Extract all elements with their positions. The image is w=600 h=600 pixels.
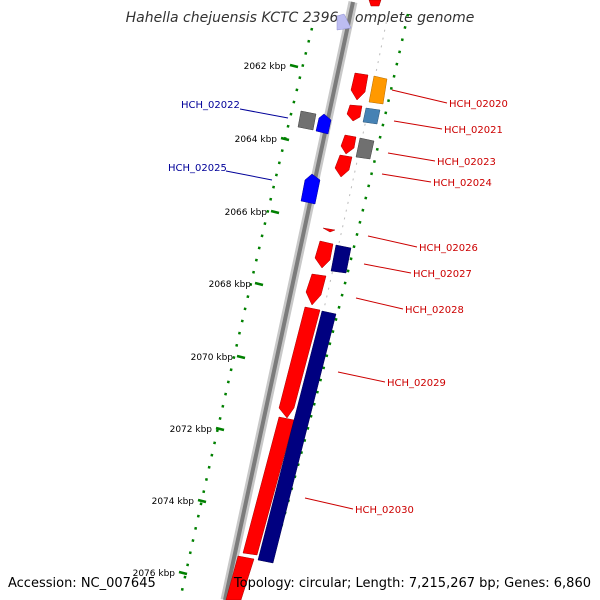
tick-label: 2070 kbp	[191, 353, 234, 363]
gene-label: HCH_02024	[433, 178, 492, 189]
gene-label: HCH_02026	[419, 243, 478, 254]
tick-mark	[197, 498, 207, 504]
tick-mark	[280, 136, 290, 142]
tick-label: 2074 kbp	[152, 497, 195, 507]
genome-backbone	[220, 1, 358, 600]
tick-mark	[270, 209, 280, 215]
label-leaders	[225, 89, 448, 510]
gene-feature-02025	[300, 173, 321, 205]
right-labels: HCH_02020 HCH_02021 HCH_02023 HCH_02024 …	[355, 99, 508, 516]
forward-genes	[225, 0, 382, 600]
gene-label: HCH_02022	[181, 100, 240, 111]
tick-mark	[178, 570, 188, 576]
gene-label: HCH_02028	[405, 305, 464, 316]
gene-feature-02023	[340, 134, 357, 155]
tick-label: 2072 kbp	[170, 425, 213, 435]
gene-feature-orange	[368, 75, 388, 105]
gene-feature	[368, 0, 382, 7]
tick-label: 2068 kbp	[209, 280, 252, 290]
gene-label: HCH_02029	[387, 378, 446, 389]
gene-feature-top-light	[336, 13, 352, 31]
gene-label: HCH_02025	[168, 163, 227, 174]
tick-guides	[178, 13, 410, 600]
gene-feature-02022	[315, 113, 332, 135]
gene-feature-navy-02029	[257, 310, 337, 564]
outer-genes	[257, 75, 388, 564]
scale-ticks: 2062 kbp 2064 kbp 2066 kbp 2068 kbp 2070 kbp…	[133, 62, 299, 579]
summary-text: Topology: circular; Length: 7,215,267 bp…	[233, 576, 591, 591]
gene-feature-02029a	[278, 306, 321, 419]
gene-label: HCH_02020	[449, 99, 508, 110]
tick-label: 2066 kbp	[225, 208, 268, 218]
left-labels: HCH_02022 HCH_02025	[168, 100, 240, 174]
tick-label: 2064 kbp	[235, 135, 278, 145]
gene-feature-02021	[346, 104, 363, 122]
tick-mark	[289, 63, 299, 69]
gene-feature-02028	[305, 273, 327, 306]
gene-feature-02027a	[314, 240, 334, 269]
gene-feature-navy-02027	[330, 244, 352, 274]
tick-mark	[254, 281, 264, 287]
reverse-genes	[297, 13, 352, 205]
gene-feature-02030a	[242, 416, 295, 556]
gene-feature-steelblue	[362, 107, 381, 125]
gene-feature-02026	[322, 227, 336, 233]
gene-label: HCH_02021	[444, 125, 503, 136]
gene-label: HCH_02030	[355, 505, 414, 516]
gene-feature-gray-left	[297, 110, 317, 131]
accession-text: Accession: NC_007645	[8, 576, 156, 591]
gene-feature-02020	[350, 72, 369, 101]
tick-mark	[215, 426, 225, 432]
tick-mark	[236, 354, 246, 360]
gene-label: HCH_02023	[437, 157, 496, 168]
map-title: Hahella chejuensis KCTC 2396, complete g…	[125, 10, 475, 26]
tick-label: 2062 kbp	[244, 62, 287, 72]
gene-label: HCH_02027	[413, 269, 472, 280]
gene-feature-02024	[334, 154, 353, 178]
gene-feature-gray-right	[355, 137, 375, 160]
tick-label: 2076 kbp	[133, 569, 176, 579]
gene-feature-bottom	[225, 555, 255, 600]
